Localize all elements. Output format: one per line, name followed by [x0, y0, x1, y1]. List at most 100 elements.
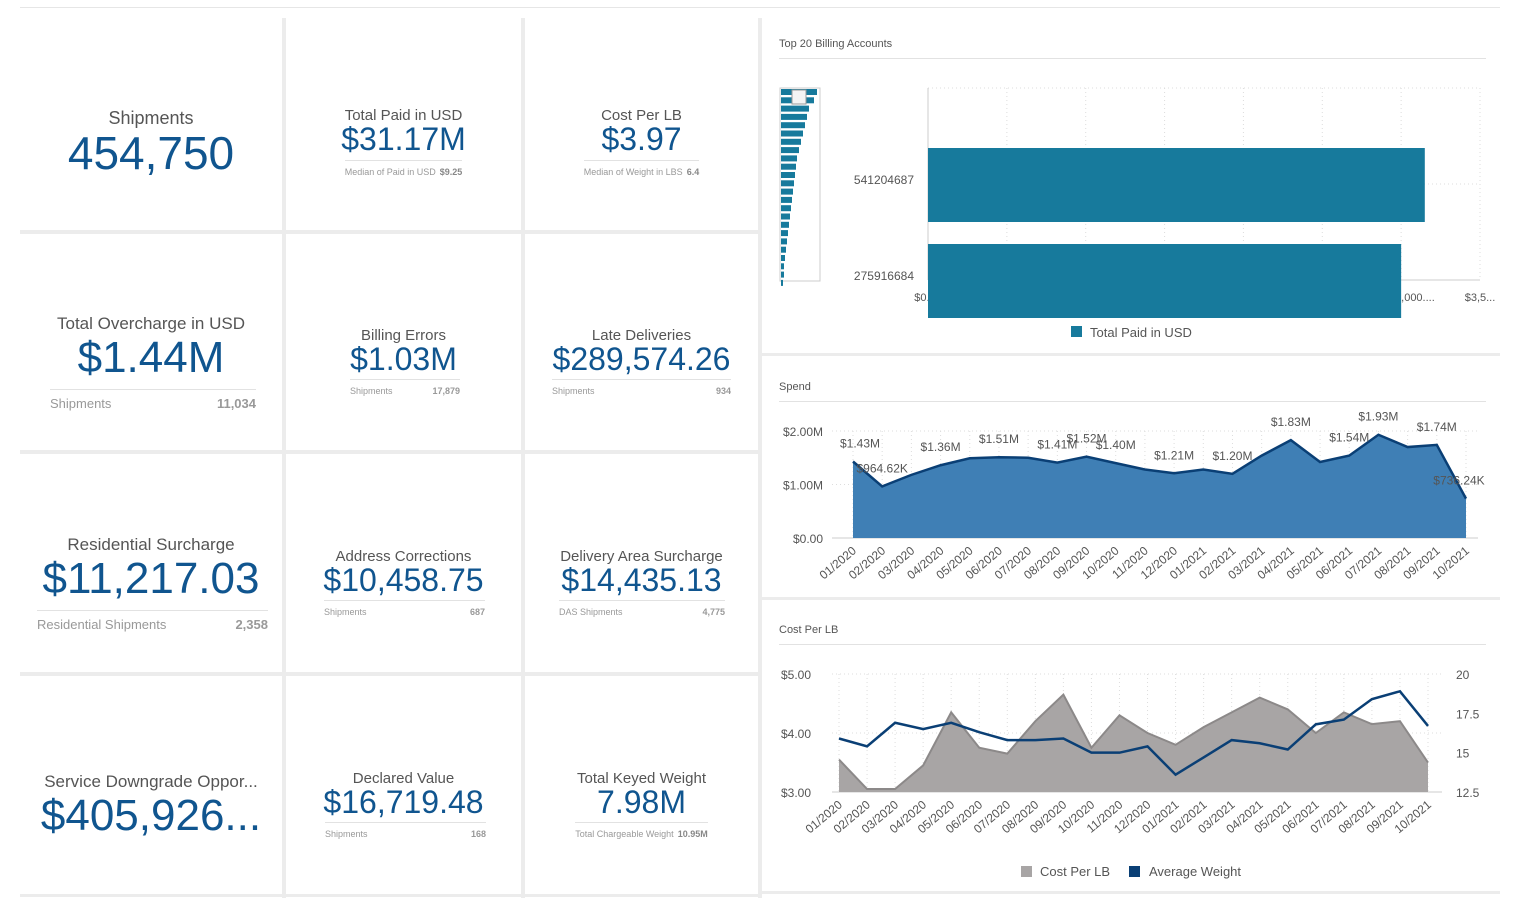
kpi-label: Delivery Area Surcharge [560, 548, 723, 565]
overview-bar [781, 279, 783, 286]
kpi-late-deliveries[interactable]: Late Deliveries $289,574.26 Shipments 93… [525, 234, 758, 450]
overview-bar [781, 172, 795, 178]
y-tick-label-left: $5.00 [781, 668, 811, 682]
overview-bar [781, 163, 796, 170]
overview-bar [781, 196, 792, 203]
y-tick-label-right: 15 [1456, 747, 1470, 761]
bar [928, 244, 1402, 318]
overview-bar [781, 271, 784, 278]
kpi-value: $405,926... [40, 794, 262, 838]
data-label: $1.21M [1154, 448, 1194, 462]
kpi-value: $10,458.75 [323, 564, 484, 596]
data-label: $1.54M [1329, 431, 1369, 445]
kpi-sub: Shipments 934 [552, 379, 731, 396]
overview-bar [781, 188, 793, 195]
panel-divider-1 [762, 353, 1500, 356]
kpi-cost-per-lb[interactable]: Cost Per LB $3.97 Median of Weight in LB… [525, 18, 758, 230]
kpi-value: $1.44M [77, 336, 225, 380]
data-label: $1.93M [1358, 410, 1398, 424]
data-label: $1.74M [1417, 420, 1457, 434]
cpl-title: Cost Per LB [779, 624, 839, 636]
kpi-billing-errors[interactable]: Billing Errors $1.03M Shipments 17,879 [286, 234, 521, 450]
overview-bar [781, 205, 791, 212]
kpi-sub-label: Median of Paid in USD [344, 167, 436, 177]
row-divider-3 [20, 672, 760, 676]
kpi-value: $31.17M [341, 123, 466, 155]
cpl-title-rule [779, 644, 1486, 645]
kpi-total-keyed-weight[interactable]: Total Keyed Weight 7.98M Total Chargeabl… [525, 676, 758, 894]
kpi-sub-value: 11,034 [216, 396, 256, 411]
kpi-value: $14,435.13 [561, 564, 722, 596]
spend-title-rule [779, 401, 1486, 402]
kpi-sub-value: 934 [715, 386, 731, 396]
kpi-residential-surcharge[interactable]: Residential Surcharge $11,217.03 Residen… [20, 454, 282, 672]
kpi-sub-label: Shipments [350, 386, 393, 396]
legend-swatch [1129, 866, 1140, 877]
kpi-label: Address Corrections [335, 548, 472, 565]
kpi-sub-label: Shipments [552, 386, 595, 396]
panel-divider-3 [762, 891, 1500, 894]
y-tick-label: $1.00M [783, 479, 823, 493]
y-tick-label-right: 17.5 [1456, 707, 1480, 721]
kpi-sub-value: 687 [469, 607, 485, 617]
series-line [838, 689, 1429, 777]
kpi-sub-label: DAS Shipments [559, 607, 623, 617]
data-label: $1.40M [1096, 438, 1136, 452]
col-divider-2 [521, 18, 525, 898]
overview-bar [781, 180, 794, 187]
kpi-sub-value: 168 [470, 829, 486, 839]
overview-bar [781, 213, 790, 220]
kpi-total-paid[interactable]: Total Paid in USD $31.17M Median of Paid… [286, 18, 521, 230]
overview-bar [781, 122, 805, 129]
kpi-delivery-area-surcharge[interactable]: Delivery Area Surcharge $14,435.13 DAS S… [525, 454, 758, 672]
kpi-value: $3.97 [601, 123, 682, 155]
kpi-sub: Residential Shipments 2,358 [37, 610, 268, 632]
kpi-sub: Median of Paid in USD $9.25 [286, 160, 521, 180]
kpi-total-overcharge[interactable]: Total Overcharge in USD $1.44M Shipments… [20, 234, 282, 450]
overview-bar [781, 230, 788, 237]
kpi-sub-label: Shipments [50, 396, 112, 411]
kpi-sub-value: 2,358 [235, 617, 268, 632]
kpi-sub: Shipments 11,034 [50, 389, 256, 411]
kpi-label: Total Overcharge in USD [56, 314, 246, 333]
legend-label: Cost Per LB [1040, 864, 1110, 879]
overview-bar [781, 105, 809, 112]
legend-swatch [1071, 326, 1082, 337]
kpi-sub-label: Shipments [324, 607, 367, 617]
overview-handle [791, 89, 807, 105]
kpi-label: Total Keyed Weight [577, 770, 706, 787]
legend-label: Average Weight [1149, 864, 1241, 879]
kpi-service-downgrade[interactable]: Service Downgrade Oppor... $405,926... [20, 676, 282, 894]
kpi-declared-value[interactable]: Declared Value $16,719.48 Shipments 168 [286, 676, 521, 894]
row-divider-2 [20, 450, 760, 454]
kpi-address-corrections[interactable]: Address Corrections $10,458.75 Shipments… [286, 454, 521, 672]
data-label: $1.41M [1037, 438, 1077, 452]
kpi-sub-label: Total Chargeable Weight [575, 829, 674, 839]
legend-swatch [1021, 866, 1032, 877]
kpi-sub-label: Shipments [325, 829, 368, 839]
area-fill [853, 434, 1466, 538]
kpi-shipments[interactable]: Shipments 454,750 [20, 18, 282, 230]
y-tick-label-left: $4.00 [781, 727, 811, 741]
kpi-sub-value: 6.4 [686, 167, 700, 177]
kpi-label: Declared Value [352, 770, 455, 787]
overview-bar [781, 138, 801, 145]
legend-label: Total Paid in USD [1090, 325, 1192, 340]
data-label: $1.83M [1271, 415, 1311, 429]
overview-bar [781, 130, 803, 137]
data-label: $964.62K [856, 461, 907, 475]
bar [928, 148, 1425, 222]
x-tick-label: $3,5... [1465, 292, 1496, 304]
y-tick-label: $0.00 [793, 532, 823, 546]
kpi-value: 7.98M [597, 786, 686, 818]
overview-bar [781, 255, 785, 261]
top20-chart: $0.00$500,000.00$1,000,000....$1,500,000… [779, 87, 1496, 340]
kpi-value: $11,217.03 [42, 557, 260, 601]
data-label: $1.36M [921, 440, 961, 454]
kpi-sub-value: 10.95M [677, 829, 708, 839]
panel-divider-2 [762, 597, 1500, 600]
col-divider-3 [758, 18, 762, 898]
kpi-sub: Shipments 17,879 [350, 379, 460, 396]
overview-bar [781, 246, 786, 253]
overview-bar [781, 263, 784, 270]
